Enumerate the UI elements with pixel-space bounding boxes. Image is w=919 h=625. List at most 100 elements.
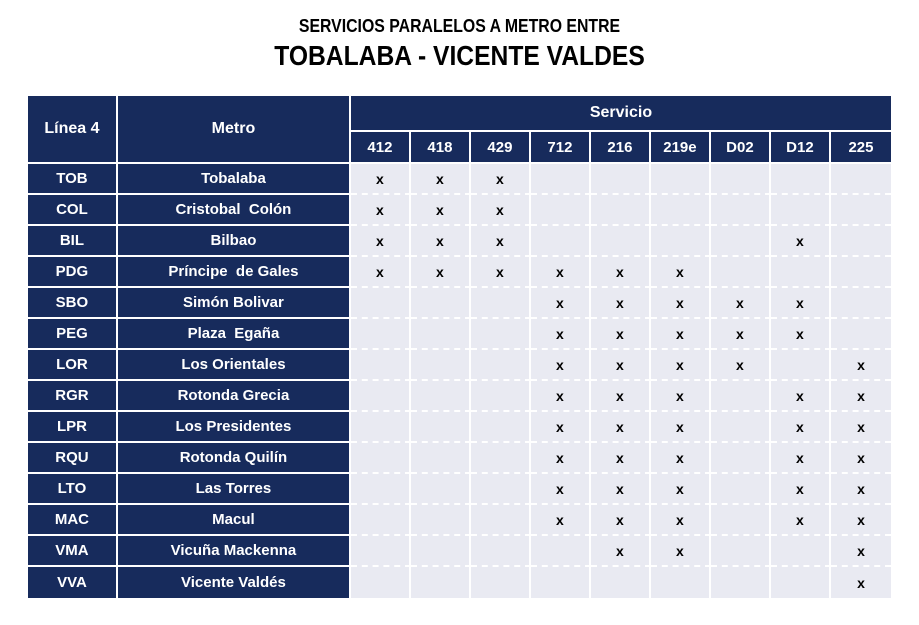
station-code-cell: PDG: [27, 257, 118, 289]
service-mark-cell: [410, 412, 471, 444]
station-name-cell: Las Torres: [117, 474, 351, 506]
station-code-cell: BIL: [27, 226, 118, 258]
service-mark-cell: x: [830, 412, 892, 444]
service-mark-cell: x: [590, 288, 651, 320]
service-mark-cell: [650, 195, 711, 227]
service-mark-cell: x: [530, 288, 591, 320]
service-mark-cell: [350, 567, 411, 599]
station-row-MAC: MAC Macul x x x x x: [27, 505, 892, 537]
service-mark-cell: x: [650, 319, 711, 351]
service-mark-cell: x: [830, 474, 892, 506]
service-mark-cell: [770, 195, 831, 227]
service-mark-cell: x: [590, 319, 651, 351]
service-mark-cell: x: [650, 288, 711, 320]
services-table: Línea 4 Metro Servicio 412 418 429 712 216 21…: [27, 96, 892, 599]
station-row-LPR: LPR Los Presidentes x x x x x: [27, 412, 892, 444]
service-column-header-219e: 219e: [650, 132, 711, 165]
service-mark-cell: x: [710, 288, 771, 320]
service-mark-cell: [470, 536, 531, 568]
service-mark-cell: x: [770, 412, 831, 444]
service-mark-cell: [470, 350, 531, 382]
station-code-cell: RGR: [27, 381, 118, 413]
service-mark-cell: [410, 505, 471, 537]
service-mark-cell: x: [590, 412, 651, 444]
service-mark-cell: x: [590, 443, 651, 475]
service-mark-cell: [470, 288, 531, 320]
service-column-header-225: 225: [830, 132, 892, 165]
station-name-cell: Plaza Egaña: [117, 319, 351, 351]
service-mark-cell: x: [830, 505, 892, 537]
column-header-metro: Metro: [117, 96, 351, 165]
service-mark-cell: x: [590, 474, 651, 506]
service-mark-cell: [770, 350, 831, 382]
service-mark-cell: [350, 381, 411, 413]
service-column-header-D02: D02: [710, 132, 771, 165]
service-mark-cell: [470, 567, 531, 599]
service-mark-cell: x: [350, 257, 411, 289]
service-mark-cell: x: [770, 319, 831, 351]
service-mark-cell: x: [590, 505, 651, 537]
service-mark-cell: x: [770, 226, 831, 258]
service-mark-cell: [710, 536, 771, 568]
station-row-PEG: PEG Plaza Egaña x x x x x: [27, 319, 892, 351]
service-mark-cell: [530, 164, 591, 196]
service-mark-cell: [770, 257, 831, 289]
station-code-cell: SBO: [27, 288, 118, 320]
station-row-LOR: LOR Los Orientales x x x x x: [27, 350, 892, 382]
service-mark-cell: x: [650, 505, 711, 537]
service-mark-cell: [410, 381, 471, 413]
service-mark-cell: [530, 536, 591, 568]
service-mark-cell: [650, 567, 711, 599]
service-mark-cell: x: [530, 257, 591, 289]
service-mark-cell: [830, 195, 892, 227]
service-mark-cell: x: [410, 195, 471, 227]
service-mark-cell: x: [830, 443, 892, 475]
service-mark-cell: [830, 226, 892, 258]
service-mark-cell: x: [410, 226, 471, 258]
service-mark-cell: [350, 319, 411, 351]
service-mark-cell: [710, 474, 771, 506]
station-row-SBO: SBO Simón Bolivar x x x x x: [27, 288, 892, 320]
service-mark-cell: [530, 567, 591, 599]
station-name-cell: Vicente Valdés: [117, 567, 351, 599]
service-mark-cell: [470, 505, 531, 537]
service-mark-cell: x: [590, 381, 651, 413]
service-mark-cell: x: [770, 288, 831, 320]
service-mark-cell: x: [770, 474, 831, 506]
service-mark-cell: x: [470, 164, 531, 196]
service-mark-cell: [830, 319, 892, 351]
service-column-header-D12: D12: [770, 132, 831, 165]
service-mark-cell: x: [470, 257, 531, 289]
service-mark-cell: [590, 567, 651, 599]
service-mark-cell: x: [530, 443, 591, 475]
service-mark-cell: [590, 164, 651, 196]
service-mark-cell: [470, 443, 531, 475]
service-column-header-418: 418: [410, 132, 471, 165]
station-name-cell: Macul: [117, 505, 351, 537]
service-mark-cell: [410, 350, 471, 382]
service-column-header-412: 412: [350, 132, 411, 165]
service-mark-cell: x: [830, 381, 892, 413]
station-name-cell: Rotonda Quilín: [117, 443, 351, 475]
service-mark-cell: [710, 567, 771, 599]
service-mark-cell: x: [710, 350, 771, 382]
station-code-cell: VMA: [27, 536, 118, 568]
service-mark-cell: x: [650, 474, 711, 506]
station-row-BIL: BIL Bilbao x x x x: [27, 226, 892, 258]
service-mark-cell: [470, 319, 531, 351]
station-code-cell: RQU: [27, 443, 118, 475]
service-mark-cell: [830, 164, 892, 196]
service-mark-cell: x: [650, 443, 711, 475]
service-mark-cell: x: [710, 319, 771, 351]
title-block: SERVICIOS PARALELOS A METRO ENTRE TOBALA…: [0, 0, 919, 73]
service-mark-cell: x: [650, 257, 711, 289]
service-mark-cell: [350, 412, 411, 444]
service-mark-cell: [410, 288, 471, 320]
service-mark-cell: [410, 443, 471, 475]
station-row-VVA: VVA Vicente Valdés x: [27, 567, 892, 599]
service-mark-cell: [470, 474, 531, 506]
service-mark-cell: [710, 226, 771, 258]
title-subtitle: SERVICIOS PARALELOS A METRO ENTRE: [298, 16, 621, 36]
service-mark-cell: x: [590, 257, 651, 289]
